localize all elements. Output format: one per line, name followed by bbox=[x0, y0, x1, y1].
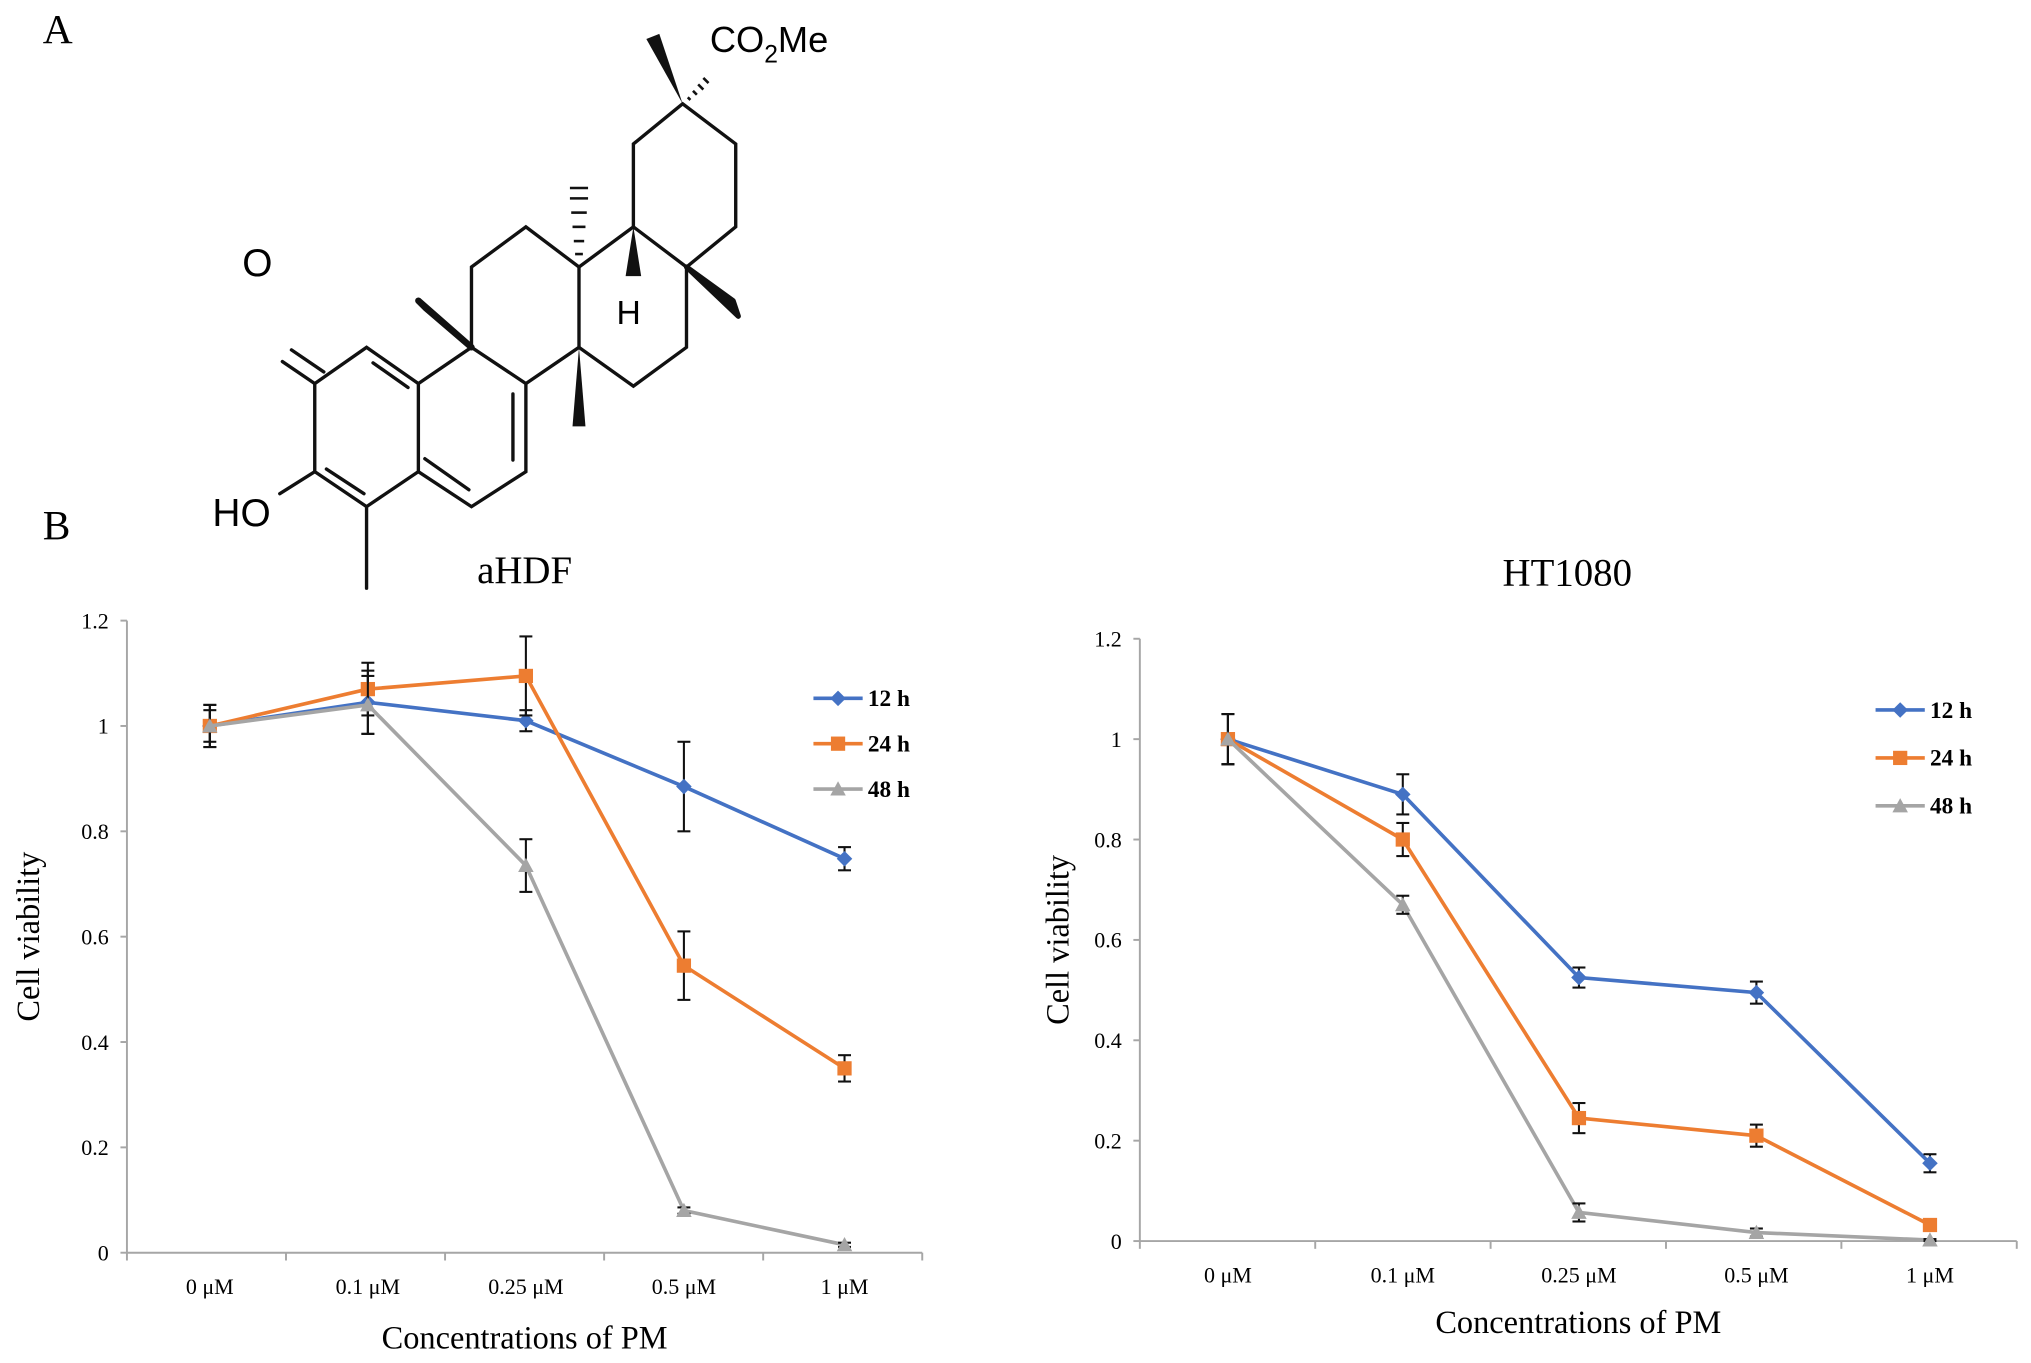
y-tick-label: 0.6 bbox=[1094, 928, 1122, 953]
data-point bbox=[836, 1237, 853, 1252]
series-line bbox=[1227, 737, 1932, 1165]
x-tick-label: 0 μM bbox=[1204, 1263, 1252, 1288]
data-point bbox=[676, 778, 692, 795]
data-point bbox=[1571, 969, 1587, 986]
legend-label: 24 h bbox=[868, 731, 910, 757]
x-tick-label: 0.25 μM bbox=[1541, 1263, 1616, 1288]
data-point bbox=[1220, 731, 1236, 746]
series-line bbox=[1226, 737, 1931, 1242]
chart-title: aHDF bbox=[477, 549, 572, 592]
data-point bbox=[837, 1061, 852, 1076]
panel-label-a: A bbox=[43, 6, 73, 52]
data-point bbox=[518, 712, 534, 729]
ester-label: CO2Me bbox=[710, 19, 828, 68]
x-tick-label: 0.1 μM bbox=[1371, 1263, 1435, 1288]
legend-item: 12 h bbox=[813, 686, 910, 712]
y-tick-label: 0.2 bbox=[1094, 1128, 1122, 1153]
legend-item: 48 h bbox=[813, 777, 910, 803]
data-point bbox=[1748, 1224, 1765, 1240]
legend-label: 24 h bbox=[1930, 746, 1972, 772]
legend-label: 48 h bbox=[1930, 794, 1972, 820]
data-point bbox=[836, 850, 853, 867]
data-point bbox=[676, 958, 692, 973]
legend-marker bbox=[1892, 798, 1908, 813]
data-point bbox=[518, 668, 534, 684]
y-tick-label: 0 bbox=[98, 1240, 109, 1265]
x-tick-label: 1 μM bbox=[1906, 1263, 1954, 1288]
y-tick-label: 0.6 bbox=[81, 924, 109, 949]
data-point bbox=[1395, 897, 1411, 912]
data-point bbox=[1395, 832, 1410, 847]
x-axis-label: Concentrations of PM bbox=[1435, 1305, 1721, 1341]
data-point bbox=[518, 857, 534, 873]
y-tick-label: 0.8 bbox=[81, 819, 109, 844]
data-point bbox=[676, 1202, 692, 1218]
y-tick-label: 1.2 bbox=[81, 608, 109, 633]
chart-ht1080: HT1080 0 0.2 0.4 0.6 0.8 1 1.2 0 μM 0.1 μM 0.25 μM… bbox=[1041, 552, 2018, 1341]
x-tick-label: 0.5 μM bbox=[652, 1274, 716, 1299]
hydroxyl-label: HO bbox=[212, 492, 270, 535]
legend-item: 48 h bbox=[1875, 794, 1972, 820]
legend-item: 24 h bbox=[1875, 746, 1972, 772]
y-tick-label: 1 bbox=[1111, 727, 1122, 752]
y-tick-label: 0 bbox=[1111, 1229, 1122, 1254]
x-tick-label: 0.1 μM bbox=[336, 1274, 400, 1299]
panel-label-b: B bbox=[43, 502, 71, 548]
y-tick-label: 1 bbox=[98, 714, 109, 739]
legend-label: 48 h bbox=[868, 777, 910, 803]
data-point bbox=[1571, 1110, 1587, 1126]
x-tick-label: 0.25 μM bbox=[488, 1274, 563, 1299]
data-point bbox=[1922, 1217, 1938, 1233]
chart-ahdf: aHDF 0 0.2 0.4 0.6 0.8 1 1.2 0 μM 0.1 μM 0.25 μM 0.… bbox=[11, 549, 924, 1357]
legend-item: 12 h bbox=[1875, 698, 1972, 724]
x-tick-label: 1 μM bbox=[821, 1274, 869, 1299]
legend-item: 24 h bbox=[813, 731, 910, 757]
series-24h bbox=[202, 635, 852, 1083]
x-tick-label: 0.5 μM bbox=[1724, 1263, 1788, 1288]
legend-marker bbox=[830, 690, 846, 707]
data-point bbox=[202, 718, 218, 733]
series-48h bbox=[202, 674, 853, 1252]
data-point bbox=[1922, 1155, 1938, 1172]
x-tick-label: 0 μM bbox=[186, 1274, 234, 1299]
hydrogen-label: H bbox=[617, 295, 641, 332]
series-12h bbox=[202, 669, 853, 872]
y-axis-label: Cell viability bbox=[1041, 854, 1077, 1025]
y-axis-label: Cell viability bbox=[11, 851, 47, 1022]
data-point bbox=[1395, 786, 1411, 803]
legend-label: 12 h bbox=[868, 686, 910, 712]
data-point bbox=[1748, 984, 1765, 1001]
data-point bbox=[1922, 1232, 1938, 1247]
y-tick-label: 0.4 bbox=[81, 1030, 109, 1055]
legend-marker bbox=[1892, 702, 1908, 718]
ketone-label: O bbox=[242, 242, 272, 285]
y-tick-label: 1.2 bbox=[1094, 627, 1122, 652]
y-tick-label: 0.8 bbox=[1094, 827, 1122, 852]
y-tick-label: 0.2 bbox=[81, 1135, 109, 1160]
legend-marker bbox=[830, 736, 846, 751]
x-axis-label: Concentrations of PM bbox=[382, 1321, 668, 1357]
data-point bbox=[360, 697, 376, 712]
legend-marker bbox=[830, 781, 846, 796]
series-48h bbox=[1220, 713, 1938, 1247]
data-point bbox=[1749, 1128, 1764, 1143]
series-line bbox=[209, 702, 845, 1247]
legend-label: 12 h bbox=[1930, 698, 1972, 724]
series-24h bbox=[1220, 713, 1938, 1233]
chart-title: HT1080 bbox=[1503, 552, 1632, 595]
data-point bbox=[1571, 1204, 1587, 1219]
chemical-structure: H O HO CO2Me bbox=[212, 19, 828, 590]
legend-marker bbox=[1893, 750, 1908, 766]
y-tick-label: 0.4 bbox=[1094, 1028, 1122, 1053]
